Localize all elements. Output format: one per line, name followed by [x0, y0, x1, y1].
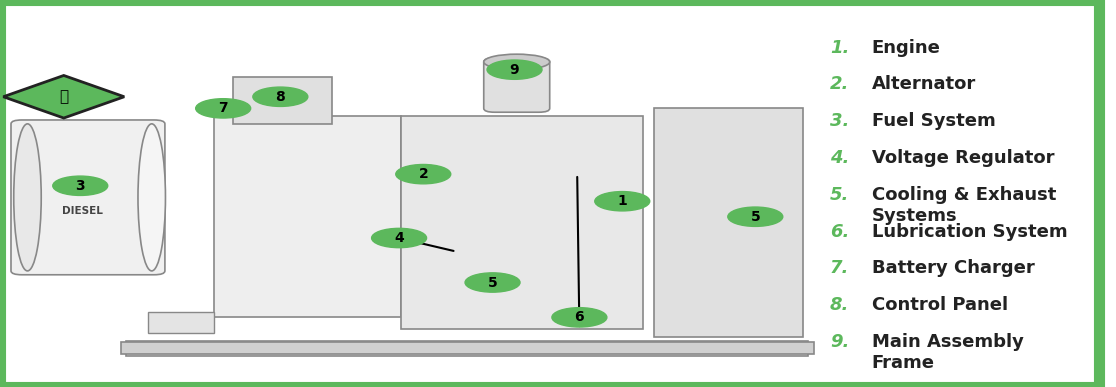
FancyBboxPatch shape	[214, 116, 402, 317]
Circle shape	[52, 176, 108, 195]
Text: 2: 2	[418, 167, 429, 181]
Text: Engine: Engine	[872, 39, 941, 57]
Text: 1.: 1.	[830, 39, 849, 57]
Circle shape	[595, 192, 650, 211]
Text: 5: 5	[488, 276, 498, 289]
Text: 7.: 7.	[830, 259, 849, 277]
Text: Voltage Regulator: Voltage Regulator	[872, 149, 1055, 167]
Circle shape	[465, 273, 520, 292]
Ellipse shape	[483, 54, 550, 70]
Text: Fuel System: Fuel System	[872, 112, 995, 130]
Text: Control Panel: Control Panel	[872, 296, 1008, 314]
Circle shape	[552, 308, 607, 327]
FancyBboxPatch shape	[126, 341, 808, 356]
Text: 1: 1	[617, 194, 627, 208]
Text: Cooling & Exhaust
Systems: Cooling & Exhaust Systems	[872, 186, 1056, 224]
Text: 3: 3	[76, 179, 85, 193]
Text: 5: 5	[750, 210, 760, 224]
Text: 3.: 3.	[830, 112, 849, 130]
Text: Lubrication System: Lubrication System	[872, 223, 1068, 241]
Text: 5.: 5.	[830, 186, 849, 204]
Text: 6.: 6.	[830, 223, 849, 241]
FancyBboxPatch shape	[11, 120, 165, 275]
Ellipse shape	[13, 124, 41, 271]
Text: Alternator: Alternator	[872, 75, 976, 94]
Circle shape	[396, 164, 451, 184]
Ellipse shape	[138, 124, 165, 271]
Text: 2.: 2.	[830, 75, 849, 94]
Circle shape	[728, 207, 782, 226]
FancyBboxPatch shape	[233, 77, 333, 124]
Text: 9.: 9.	[830, 333, 849, 351]
FancyBboxPatch shape	[148, 312, 214, 333]
Text: 🕷: 🕷	[59, 89, 68, 104]
FancyBboxPatch shape	[121, 342, 814, 354]
FancyBboxPatch shape	[483, 58, 550, 112]
Circle shape	[195, 99, 251, 118]
Text: DIESEL: DIESEL	[62, 206, 103, 216]
Text: 8.: 8.	[830, 296, 849, 314]
Polygon shape	[3, 75, 124, 118]
FancyBboxPatch shape	[654, 108, 802, 337]
Circle shape	[253, 87, 308, 106]
Text: 4.: 4.	[830, 149, 849, 167]
Text: 4: 4	[394, 231, 404, 245]
Text: 8: 8	[276, 90, 286, 104]
Circle shape	[487, 60, 542, 79]
FancyBboxPatch shape	[402, 116, 643, 329]
Circle shape	[372, 228, 426, 248]
Text: Main Assembly
Frame: Main Assembly Frame	[872, 333, 1023, 372]
Text: Battery Charger: Battery Charger	[872, 259, 1035, 277]
Text: 9: 9	[510, 63, 519, 77]
Text: 6: 6	[575, 310, 584, 324]
Text: 7: 7	[219, 101, 228, 115]
